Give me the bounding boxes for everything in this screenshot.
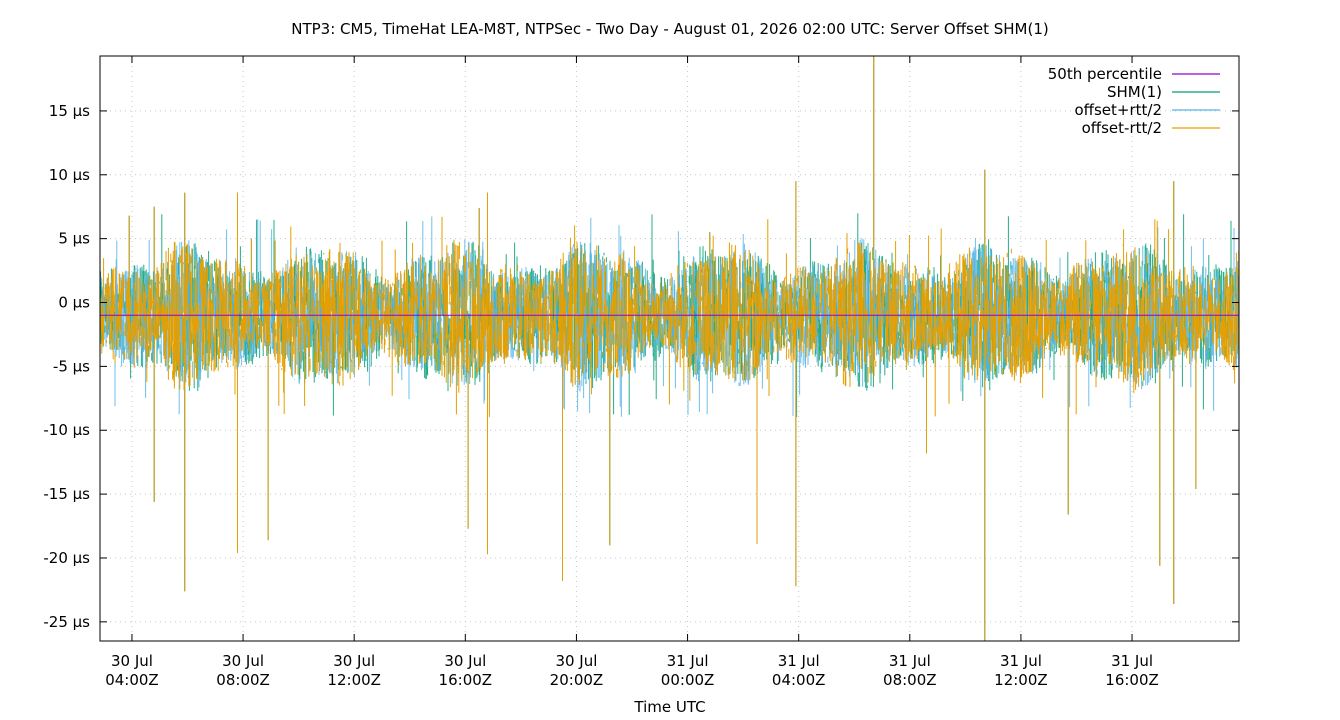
legend-label: offset+rtt/2	[1074, 101, 1162, 119]
x-tick-time: 12:00Z	[327, 671, 381, 689]
y-tick-label: -20 µs	[43, 549, 90, 567]
x-tick-time: 12:00Z	[994, 671, 1048, 689]
legend: 50th percentileSHM(1)offset+rtt/2offset-…	[1048, 65, 1220, 137]
legend-label: offset-rtt/2	[1082, 119, 1162, 137]
legend-label: 50th percentile	[1048, 65, 1162, 83]
x-tick-time: 16:00Z	[1105, 671, 1159, 689]
y-tick-label: -25 µs	[43, 613, 90, 631]
y-tick-label: -5 µs	[53, 357, 90, 375]
x-tick-date: 31 Jul	[1111, 652, 1153, 670]
x-tick-time: 08:00Z	[883, 671, 937, 689]
x-tick-time: 00:00Z	[661, 671, 715, 689]
x-axis-label: Time UTC	[633, 698, 705, 716]
x-tick-time: 04:00Z	[105, 671, 159, 689]
x-tick-date: 30 Jul	[555, 652, 597, 670]
x-tick-date: 30 Jul	[222, 652, 264, 670]
y-tick-label: 10 µs	[49, 166, 90, 184]
y-tick-label: -10 µs	[43, 421, 90, 439]
legend-label: SHM(1)	[1107, 83, 1162, 101]
x-tick-date: 30 Jul	[444, 652, 486, 670]
y-tick-label: 5 µs	[58, 230, 90, 248]
y-tick-label: -15 µs	[43, 485, 90, 503]
x-tick-date: 31 Jul	[667, 652, 709, 670]
plot-frame	[99, 55, 1240, 642]
x-tick-time: 16:00Z	[439, 671, 493, 689]
x-tick-date: 31 Jul	[889, 652, 931, 670]
x-tick-date: 30 Jul	[111, 652, 153, 670]
series-traces	[99, 56, 1240, 641]
y-tick-label: 0 µs	[58, 294, 90, 312]
y-tick-label: 15 µs	[49, 102, 90, 120]
x-tick-date: 30 Jul	[333, 652, 375, 670]
x-tick-time: 20:00Z	[550, 671, 604, 689]
chart-title: NTP3: CM5, TimeHat LEA-M8T, NTPSec - Two…	[291, 20, 1048, 38]
y-axis-ticks: 15 µs 10 µs 5 µs 0 µs -5 µs -10 µs -15 µs -20 µ…	[43, 102, 1239, 631]
x-tick-time: 04:00Z	[772, 671, 826, 689]
x-tick-date: 31 Jul	[1000, 652, 1042, 670]
x-tick-date: 31 Jul	[778, 652, 820, 670]
x-tick-time: 08:00Z	[216, 671, 270, 689]
